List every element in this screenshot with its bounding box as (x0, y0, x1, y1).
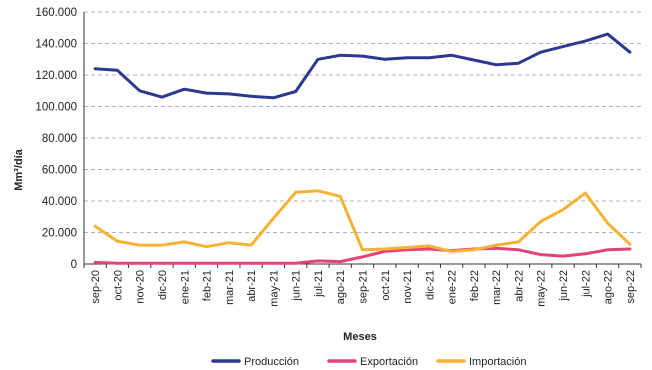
x-tick-label: oct-21 (380, 270, 392, 301)
x-tick-label: mar-22 (491, 270, 503, 305)
legend-label: Importación (469, 356, 526, 368)
series-line-exportación (93, 246, 632, 265)
x-tick-label: oct-20 (112, 270, 124, 301)
legend-item: Importación (436, 356, 526, 368)
legend: Producción Exportación Importación (211, 356, 526, 368)
x-tick-label: nov-21 (402, 270, 414, 304)
x-tick-label: ene-22 (447, 270, 459, 304)
y-tick-label: 20.000 (42, 228, 77, 240)
x-tick-label: abr-22 (513, 270, 525, 302)
gridlines (84, 11, 641, 233)
y-axis-tick-labels: 0 20.000 40.000 60.000 80.000 100.000 120.000 1… (35, 7, 77, 271)
series-line-producción (93, 32, 632, 100)
x-tick-label: feb-21 (202, 270, 214, 301)
y-tick-label: 0 (71, 259, 77, 271)
x-axis-tick-labels: sep-20 oct-20 nov-20 dic-20 ene-21 feb-21 mar-… (90, 270, 637, 307)
series-line-importación (93, 189, 632, 253)
x-tick-label: sep-21 (358, 270, 370, 304)
x-tick-label: jul-21 (313, 270, 325, 298)
x-tick-label: abr-21 (246, 270, 258, 302)
x-tick-label: feb-22 (469, 270, 481, 301)
x-tick-label: dic-21 (424, 270, 436, 300)
legend-label: Producción (244, 356, 299, 368)
series-lines (93, 32, 632, 265)
y-axis-label: Mm³/día (13, 148, 25, 190)
x-tick-label: jul-22 (580, 270, 592, 298)
x-tick-label: may-22 (536, 270, 548, 307)
x-tick-label: may-21 (268, 270, 280, 307)
x-tick-label: sep-20 (90, 270, 102, 304)
x-tick-label: nov-20 (135, 270, 147, 304)
x-tick-label: ago-22 (603, 270, 615, 304)
y-tick-label: 60.000 (42, 165, 77, 177)
x-tick-label: sep-22 (625, 270, 637, 304)
x-tick-label: ene-21 (179, 270, 191, 304)
legend-item: Exportación (327, 356, 418, 368)
legend-label: Exportación (360, 356, 418, 368)
legend-item: Producción (211, 356, 299, 368)
x-tick-label: ago-21 (335, 270, 347, 304)
axes (83, 12, 642, 268)
y-tick-label: 140.000 (35, 39, 77, 51)
y-tick-label: 160.000 (35, 7, 77, 19)
y-tick-label: 100.000 (35, 102, 77, 114)
y-tick-label: 120.000 (35, 70, 77, 82)
x-tick-label: jun-21 (291, 270, 303, 302)
x-axis-label: Meses (343, 331, 377, 343)
y-tick-label: 40.000 (42, 196, 77, 208)
y-tick-label: 80.000 (42, 133, 77, 145)
x-tick-label: mar-21 (224, 270, 236, 305)
x-tick-label: dic-20 (157, 270, 169, 300)
x-tick-label: jun-22 (558, 270, 570, 302)
